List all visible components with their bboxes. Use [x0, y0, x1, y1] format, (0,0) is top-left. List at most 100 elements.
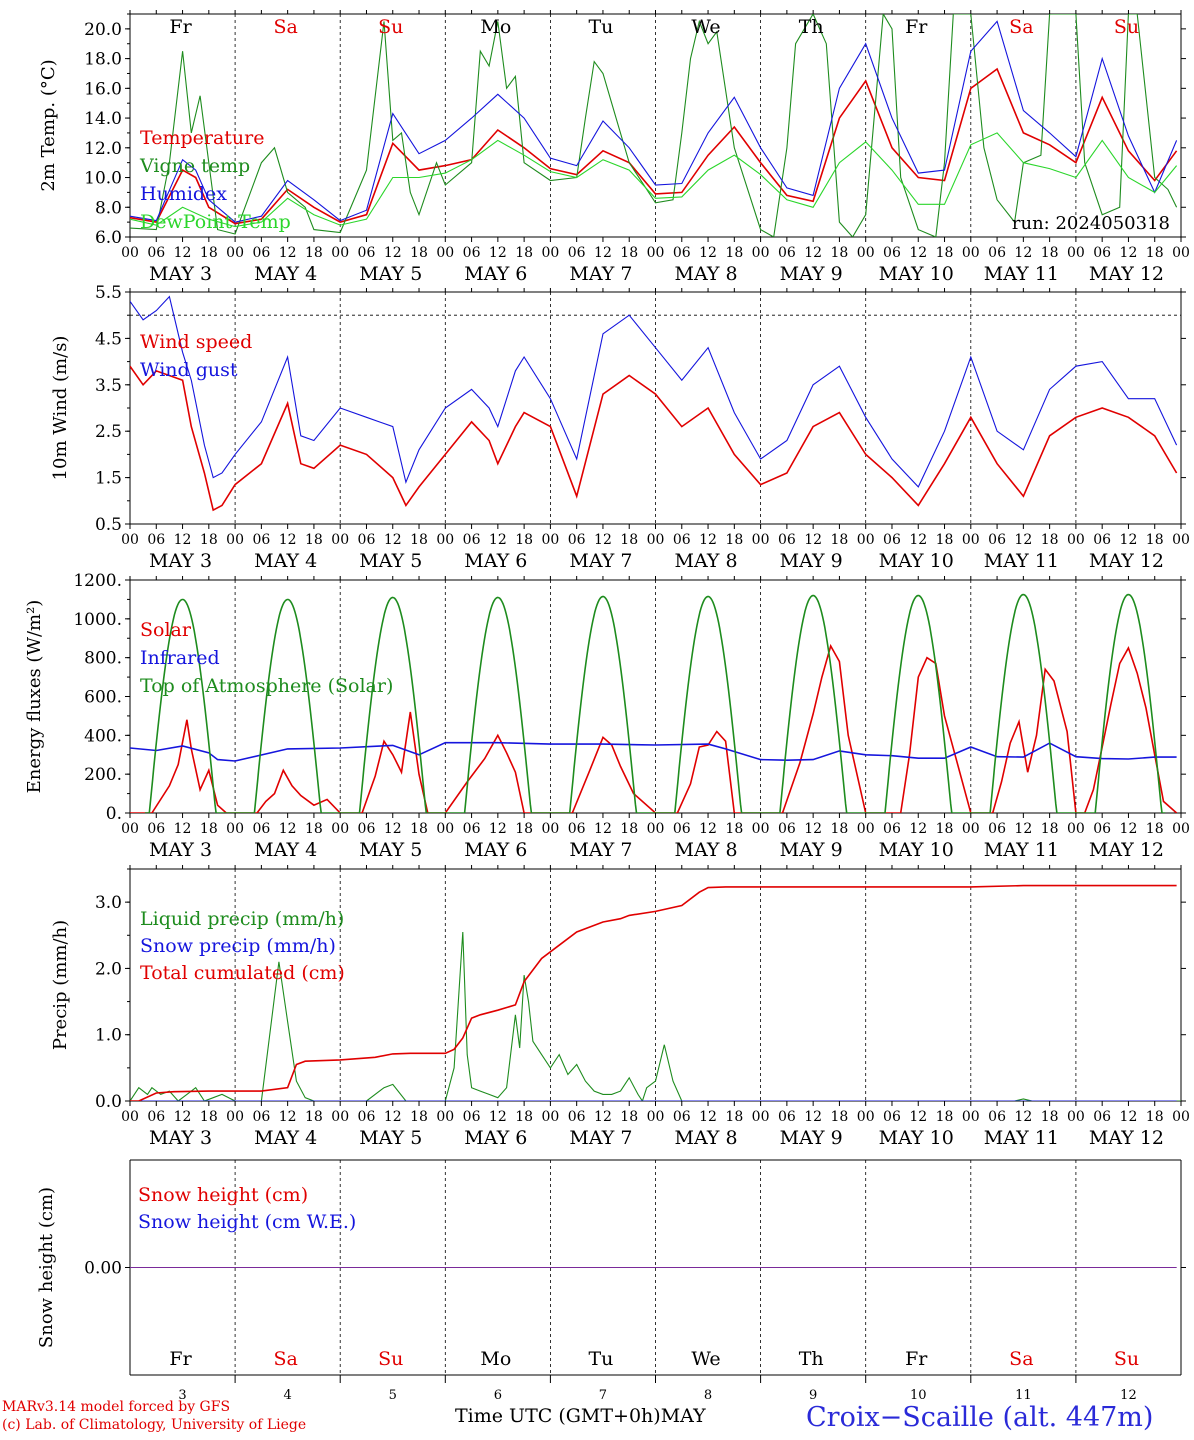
- x-date-label: MAY 11: [984, 263, 1059, 285]
- x-hour-label: 12: [489, 532, 507, 548]
- x-axis-month: MAY: [660, 1405, 706, 1427]
- panel-snow: 0.00 Snow height (cm) Snow height (cm) Snow…: [36, 1159, 1186, 1383]
- x-hour-label: 18: [936, 821, 954, 837]
- x-hour-label: 06: [463, 532, 481, 548]
- x-hour-label: 12: [1014, 1109, 1032, 1125]
- x-hour-label: 00: [1172, 821, 1190, 837]
- x-hour-label: 12: [174, 245, 192, 261]
- x-hour-label: 00: [962, 245, 980, 261]
- x-hour-label: 18: [305, 245, 323, 261]
- day-abbr-bottom: Th: [799, 1348, 824, 1370]
- x-hour-label: 06: [568, 245, 586, 261]
- x-hour-label: 12: [594, 532, 612, 548]
- day-abbr-top: Fr: [905, 16, 928, 38]
- x-hour-label: 12: [1120, 532, 1138, 548]
- y-tick-label: 1000.: [73, 610, 122, 630]
- x-hour-label: 18: [831, 821, 849, 837]
- x-hour-label: 12: [1014, 245, 1032, 261]
- x-hour-label: 18: [1146, 532, 1164, 548]
- x-hour-label: 06: [778, 821, 796, 837]
- x-hour-label: 06: [568, 1109, 586, 1125]
- x-date-label: MAY 6: [464, 1127, 527, 1149]
- x-hour-label: 12: [279, 245, 297, 261]
- model-credit: MARv3.14 model forced by GFS (c) Lab. of…: [2, 1398, 306, 1434]
- y-tick-label: 2.5: [95, 422, 122, 442]
- x-hour-label: 00: [121, 821, 139, 837]
- x-hour-label: 00: [647, 532, 665, 548]
- credit-line-1: MARv3.14 model forced by GFS: [2, 1399, 231, 1415]
- legend-entry: Vigne temp: [139, 155, 250, 177]
- day-abbr-top: Sa: [273, 16, 297, 38]
- x-date-label: MAY 8: [675, 1127, 738, 1149]
- x-axis-title: Time UTC (GMT+0h)MAY: [455, 1405, 706, 1427]
- y-tick-label: 0.00: [84, 1259, 122, 1279]
- x-date-label: MAY 6: [464, 550, 527, 572]
- x-hour-label: 00: [331, 532, 349, 548]
- x-hour-label: 00: [541, 532, 559, 548]
- legend-entry: Humidex: [140, 183, 227, 205]
- series-group: [130, 295, 1178, 512]
- x-date-label: MAY 12: [1089, 839, 1164, 861]
- x-hour-label: 12: [594, 245, 612, 261]
- x-hour-label: 12: [804, 1109, 822, 1125]
- panel-energy: 0. 200. 400. 600. 800. 1000. 1200. Energy fluxe…: [24, 571, 1190, 861]
- x-hour-label: 12: [174, 532, 192, 548]
- x-hour-label: 00: [857, 532, 875, 548]
- x-date-label: MAY 12: [1089, 550, 1164, 572]
- day-number: 8: [704, 1388, 712, 1403]
- legend-entry: Infrared: [140, 647, 220, 669]
- x-date-label: MAY 9: [780, 1127, 843, 1149]
- x-hour-label: 00: [752, 821, 770, 837]
- x-hour-label: 06: [1093, 245, 1111, 261]
- x-hour-label: 00: [647, 821, 665, 837]
- x-hour-label: 18: [305, 1109, 323, 1125]
- y-tick-label: 5.5: [95, 283, 122, 303]
- x-hour-label: 12: [279, 532, 297, 548]
- x-hour-label: 18: [620, 532, 638, 548]
- y-tick-label: 0.: [106, 804, 122, 824]
- x-hour-label: 06: [463, 245, 481, 261]
- x-hour-label: 00: [541, 1109, 559, 1125]
- x-hour-label: 06: [147, 1109, 165, 1125]
- x-date-label: MAY 10: [879, 263, 954, 285]
- credit-line-2: (c) Lab. of Climatology, University of L…: [2, 1417, 307, 1433]
- y-tick-label: 6.0: [95, 228, 122, 248]
- y-axis-label: Energy fluxes (W/m²): [24, 600, 45, 794]
- x-hour-label: 18: [515, 245, 533, 261]
- x-axis-title-text: Time UTC (GMT+0h): [455, 1405, 661, 1427]
- x-hour-label: 00: [962, 532, 980, 548]
- x-hour-label: 06: [463, 1109, 481, 1125]
- x-hour-label: 12: [909, 245, 927, 261]
- day-abbr-top: Tu: [588, 16, 613, 38]
- x-date-label: MAY 7: [569, 1127, 632, 1149]
- x-hour-label: 12: [804, 532, 822, 548]
- x-hour-label: 12: [804, 245, 822, 261]
- x-hour-label: 00: [436, 821, 454, 837]
- x-hour-label: 06: [988, 245, 1006, 261]
- series-group: [130, 884, 1181, 1101]
- x-hour-label: 12: [909, 532, 927, 548]
- x-hour-label: 06: [147, 245, 165, 261]
- x-hour-label: 00: [1067, 532, 1085, 548]
- day-abbr-bottom: Su: [378, 1348, 403, 1370]
- day-number: 10: [910, 1388, 927, 1403]
- y-tick-label: 20.0: [84, 20, 122, 40]
- x-hour-label: 12: [489, 821, 507, 837]
- x-hour-label: 00: [962, 821, 980, 837]
- panel-temp: 6.0 8.0 10.0 12.0 14.0 16.0 18.0 20.0 2m Temp. (…: [38, 10, 1190, 285]
- day-abbr-bottom: Fr: [905, 1348, 928, 1370]
- x-hour-label: 18: [725, 1109, 743, 1125]
- x-date-label: MAY 4: [254, 263, 317, 285]
- y-axis-label: 10m Wind (m/s): [50, 336, 71, 481]
- legend-entry: Solar: [140, 619, 192, 641]
- day-number: 11: [1015, 1388, 1032, 1403]
- legend-entry: Snow height (cm W.E.): [138, 1211, 356, 1233]
- series-line-vigne-temp: [130, 14, 1178, 237]
- x-hour-label: 12: [384, 532, 402, 548]
- series-line-dewpoint-temp: [130, 132, 1178, 228]
- x-hour-label: 18: [936, 1109, 954, 1125]
- day-abbr-bottom: We: [691, 1348, 720, 1370]
- x-date-label: MAY 4: [254, 839, 317, 861]
- y-tick-label: 1200.: [73, 571, 122, 591]
- run-annotation: run: 2024050318: [1012, 213, 1170, 234]
